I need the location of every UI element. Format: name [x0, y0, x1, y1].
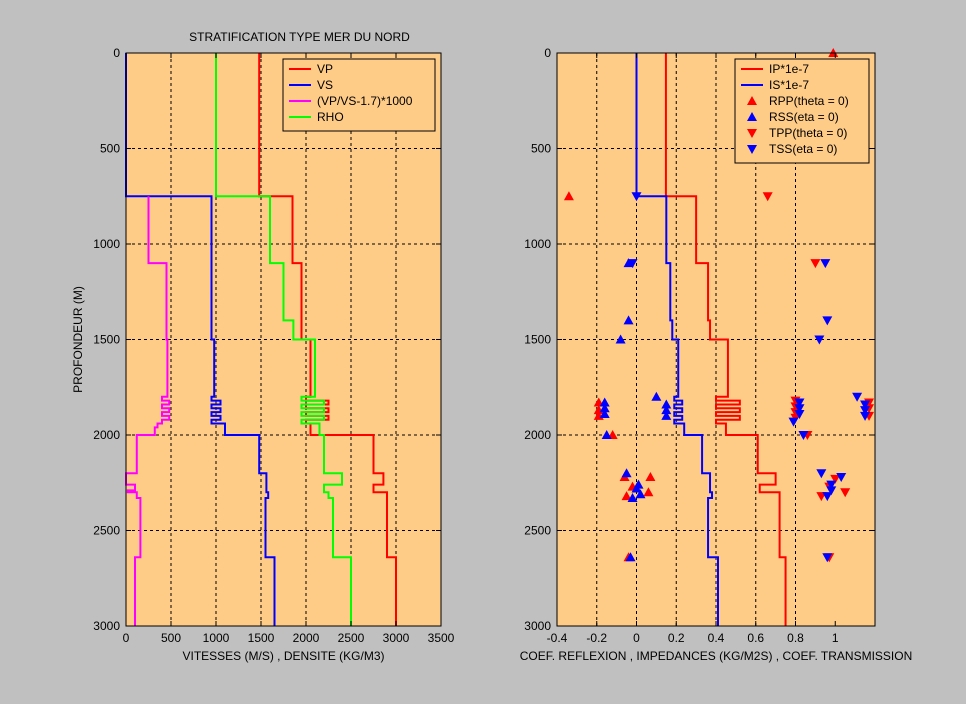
- x-tick-label: 0.8: [787, 631, 804, 645]
- chart-title: STRATIFICATION TYPE MER DU NORD: [189, 30, 410, 44]
- x-tick-label: 0: [633, 631, 640, 645]
- x-tick-label: 2500: [338, 631, 365, 645]
- legend-label: RPP(theta = 0): [769, 94, 849, 108]
- legend-label: RSS(eta = 0): [769, 110, 839, 124]
- y-axis-label: PROFONDEUR (M): [71, 286, 85, 393]
- legend-label: VS: [317, 78, 333, 92]
- legend-label: (VP/VS-1.7)*1000: [317, 94, 413, 108]
- x-tick-label: -0.4: [547, 631, 568, 645]
- legend-label: VP: [317, 62, 333, 76]
- y-tick-label: 0: [544, 46, 551, 60]
- x-tick-label: 1500: [248, 631, 275, 645]
- x-axis-label: COEF. REFLEXION , IMPEDANCES (KG/M2S) , …: [520, 649, 913, 663]
- legend-label: RHO: [317, 110, 344, 124]
- x-tick-label: -0.2: [586, 631, 607, 645]
- y-tick-label: 1500: [93, 333, 120, 347]
- x-tick-label: 3500: [428, 631, 455, 645]
- x-tick-label: 1: [832, 631, 839, 645]
- y-tick-label: 1500: [524, 333, 551, 347]
- y-tick-label: 500: [100, 142, 120, 156]
- legend-label: TSS(eta = 0): [769, 142, 837, 156]
- y-tick-label: 2500: [524, 524, 551, 538]
- x-tick-label: 500: [161, 631, 181, 645]
- x-tick-label: 0.2: [668, 631, 685, 645]
- y-tick-label: 2000: [524, 428, 551, 442]
- y-tick-label: 500: [531, 142, 551, 156]
- y-tick-label: 1000: [93, 237, 120, 251]
- y-tick-label: 2000: [93, 428, 120, 442]
- y-tick-label: 3000: [524, 619, 551, 633]
- legend-label: IP*1e-7: [769, 62, 809, 76]
- y-tick-label: 3000: [93, 619, 120, 633]
- x-tick-label: 0.4: [708, 631, 725, 645]
- x-tick-label: 1000: [203, 631, 230, 645]
- x-axis-label: VITESSES (M/S) , DENSITE (KG/M3): [182, 649, 384, 663]
- x-tick-label: 0: [123, 631, 130, 645]
- y-tick-label: 0: [113, 46, 120, 60]
- y-tick-label: 2500: [93, 524, 120, 538]
- x-tick-label: 3000: [383, 631, 410, 645]
- y-tick-label: 1000: [524, 237, 551, 251]
- figure-canvas: 0 500 1000 1500 2000 2500 3000 3500050010001500…: [0, 0, 966, 704]
- legend-label: TPP(theta = 0): [769, 126, 847, 140]
- x-tick-label: 0.6: [747, 631, 764, 645]
- chart-1: [126, 53, 441, 626]
- x-tick-label: 2000: [293, 631, 320, 645]
- legend-label: IS*1e-7: [769, 78, 809, 92]
